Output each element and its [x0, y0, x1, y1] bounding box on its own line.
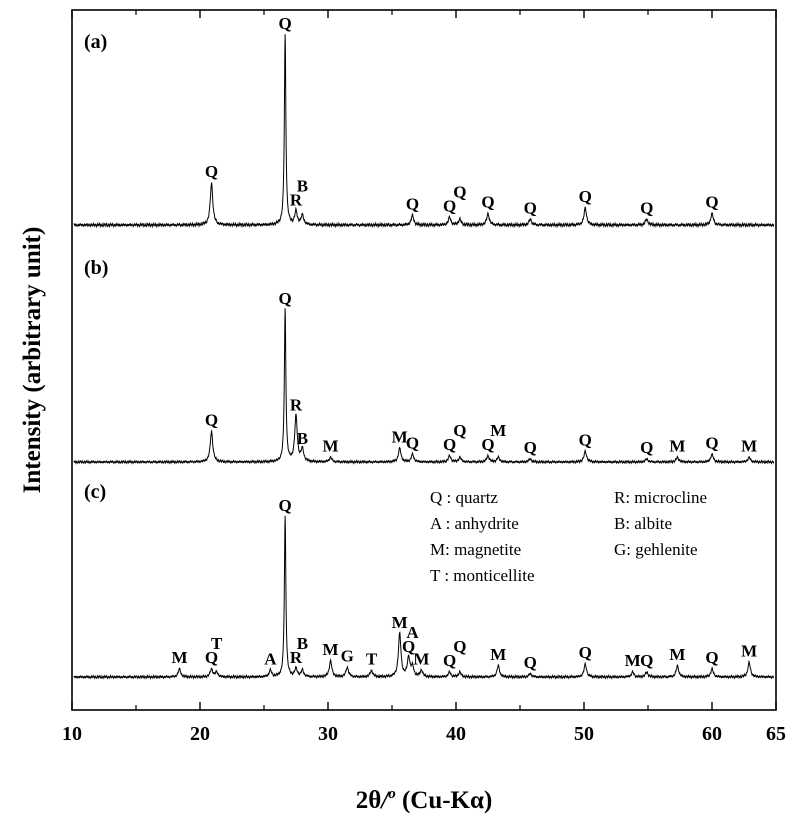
peak-label-1-13: Q — [640, 438, 653, 457]
x-tick-label-2: 30 — [318, 723, 338, 745]
peak-label-0-11: Q — [705, 193, 718, 212]
peak-label-0-1: Q — [279, 14, 292, 33]
peak-label-2-9: T — [366, 650, 378, 669]
peak-label-2-20: Q — [640, 651, 653, 670]
x-tick-label-0: 10 — [62, 723, 82, 745]
peak-label-1-5: M — [392, 427, 408, 446]
peak-label-0-7: Q — [481, 193, 494, 212]
x-axis-title-radiation: (Cu-Kα) — [396, 787, 493, 814]
trace-1 — [73, 308, 775, 465]
peak-label-1-10: M — [490, 421, 506, 440]
peak-label-0-3: B — [297, 177, 308, 196]
peak-label-0-2: R — [290, 191, 303, 210]
peak-label-0-6: Q — [453, 182, 466, 201]
peak-label-1-9: Q — [481, 435, 494, 454]
legend-item-B: B: albite — [614, 514, 672, 533]
peak-label-2-4: Q — [279, 496, 292, 515]
peak-label-1-0: Q — [205, 411, 218, 430]
x-tick-label-3: 40 — [446, 723, 466, 745]
peak-label-0-9: Q — [579, 187, 592, 206]
peak-label-0-4: Q — [406, 195, 419, 214]
peak-label-2-11: Q — [402, 637, 415, 656]
peak-label-2-14: Q — [443, 651, 456, 670]
x-axis-title: 2θ/o (Cu-Kα) — [356, 786, 493, 814]
trace-0 — [73, 34, 775, 229]
peak-label-0-10: Q — [640, 198, 653, 217]
plot-frame — [71, 9, 777, 711]
peak-label-2-8: G — [341, 646, 354, 665]
x-tick-label-6: 65 — [766, 723, 786, 745]
peak-label-1-4: M — [323, 436, 339, 455]
peak-label-2-10: M — [392, 613, 408, 632]
peak-label-2-16: M — [490, 645, 506, 664]
peak-label-1-8: Q — [453, 421, 466, 440]
peak-label-1-7: Q — [443, 435, 456, 454]
x-axis: 10 20 30 40 50 60 65 — [62, 10, 786, 745]
peak-label-0-5: Q — [443, 196, 456, 215]
diffraction-traces — [73, 34, 775, 680]
legend-item-A: A : anhydrite — [430, 514, 519, 533]
trace-2 — [73, 515, 775, 680]
panel-label-0: (a) — [84, 31, 107, 53]
panel-label-1: (b) — [84, 257, 108, 279]
peak-label-0-8: Q — [524, 198, 537, 217]
peak-label-2-17: Q — [524, 653, 537, 672]
peak-label-2-23: M — [741, 642, 757, 661]
peak-label-2-3: A — [264, 650, 277, 669]
y-axis-title: Intensity (arbitrary unit) — [19, 227, 46, 494]
peak-label-1-1: Q — [279, 289, 292, 308]
legend: Q : quartz R: microcline A : anhydrite B: a… — [430, 488, 707, 585]
legend-item-G: G: gehlenite — [614, 540, 698, 559]
peak-label-2-19: M — [625, 651, 641, 670]
x-axis-title-degree: o — [388, 786, 396, 802]
peak-label-1-11: Q — [524, 438, 537, 457]
peak-label-0-0: Q — [205, 162, 218, 181]
peak-label-2-18: Q — [579, 643, 592, 662]
x-tick-label-1: 20 — [190, 723, 210, 745]
peak-label-2-6: B — [297, 634, 308, 653]
panel-labels: (a) (b) (c) — [84, 31, 108, 503]
x-tick-label-5: 60 — [702, 723, 722, 745]
peak-label-2-15: Q — [453, 637, 466, 656]
peak-label-2-5: R — [290, 648, 303, 667]
legend-item-R: R: microcline — [614, 488, 707, 507]
peak-label-1-2: R — [290, 395, 303, 414]
peak-label-1-3: B — [297, 429, 308, 448]
peak-label-1-15: Q — [705, 433, 718, 452]
legend-item-Q: Q : quartz — [430, 488, 498, 507]
x-tick-label-4: 50 — [574, 723, 594, 745]
peak-label-2-13: M — [413, 650, 429, 669]
panel-label-2: (c) — [84, 481, 106, 503]
peak-label-2-1: Q — [205, 648, 218, 667]
peak-label-2-2: T — [211, 634, 223, 653]
peak-label-1-16: M — [741, 436, 757, 455]
x-axis-title-slash: / — [379, 787, 390, 814]
peak-label-1-6: Q — [406, 433, 419, 452]
legend-item-M: M: magnetite — [430, 540, 521, 559]
peak-label-2-7: M — [323, 640, 339, 659]
peak-label-2-21: M — [669, 645, 685, 664]
legend-item-T: T : monticellite — [430, 566, 535, 585]
peak-label-2-22: Q — [705, 648, 718, 667]
peak-label-1-14: M — [669, 436, 685, 455]
x-axis-title-theta: 2θ — [356, 787, 382, 814]
peak-label-1-12: Q — [579, 430, 592, 449]
peak-label-2-12: A — [406, 623, 419, 642]
peak-label-2-0: M — [171, 648, 187, 667]
